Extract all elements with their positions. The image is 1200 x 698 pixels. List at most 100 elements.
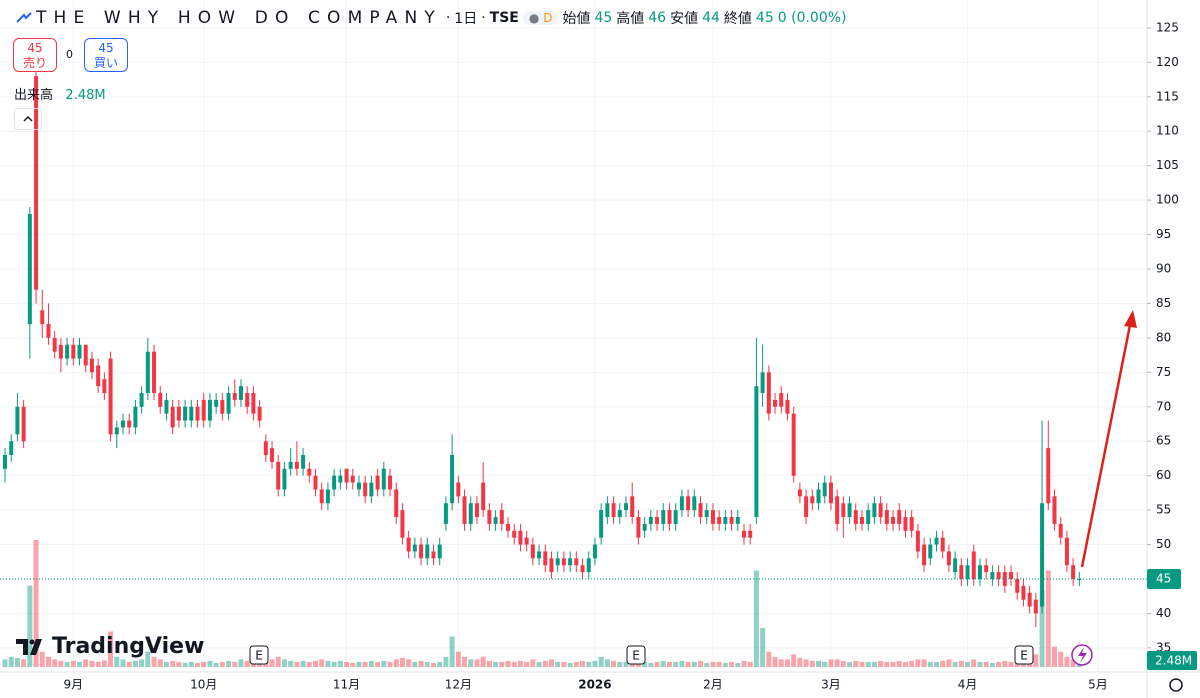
volume-bar <box>710 661 716 667</box>
candle-body <box>406 537 411 552</box>
candle-body <box>431 551 436 559</box>
volume-bar <box>940 660 946 667</box>
candle-body <box>878 503 883 518</box>
volume-bar <box>965 661 971 667</box>
volume-bar <box>468 659 474 667</box>
delay-badge[interactable]: ● D <box>522 11 559 25</box>
buy-button[interactable]: 45 買い <box>84 38 128 72</box>
volume-bar <box>319 659 325 667</box>
candle-body <box>338 475 343 483</box>
candle-body <box>201 399 206 421</box>
volume-bar <box>474 659 480 667</box>
volume-bar <box>666 661 672 667</box>
volume-bar <box>890 661 896 667</box>
volume-bar <box>803 659 809 667</box>
earnings-marker[interactable] <box>249 645 269 665</box>
candle-body <box>686 496 691 511</box>
candle-body <box>847 503 852 518</box>
badge-text: D <box>543 11 553 25</box>
earnings-label: E <box>632 649 640 663</box>
candle-body <box>561 558 566 566</box>
candle-body <box>841 503 846 518</box>
y-tick-label: 90 <box>1156 262 1171 276</box>
volume-bar <box>958 660 964 667</box>
candle-body <box>232 393 237 400</box>
candle-body <box>735 517 740 524</box>
volume-bar <box>530 659 536 667</box>
settings-icon <box>1169 678 1183 692</box>
candle-body <box>21 406 26 442</box>
candle-body <box>325 489 330 504</box>
arrow-head <box>1124 310 1137 328</box>
candle-body <box>170 406 175 428</box>
volume-box <box>1147 651 1197 670</box>
volume-bar <box>760 627 766 667</box>
volume-bar <box>679 660 685 667</box>
candle-body <box>785 399 790 414</box>
volume-bar <box>673 661 679 667</box>
volume-bar <box>350 662 356 667</box>
volume-bar <box>747 661 753 667</box>
candle-body <box>176 406 181 421</box>
candle-body <box>108 358 113 435</box>
x-tick-label: 3月 <box>821 678 841 692</box>
candle-body <box>15 406 20 435</box>
symbol-header: THE WHY HOW DO COMPANY · 1日 · TSE ● D 始値… <box>16 8 847 28</box>
symbol-name[interactable]: THE WHY HOW DO COMPANY <box>36 8 442 28</box>
candle-body <box>903 517 908 531</box>
candle-body <box>512 530 517 538</box>
volume-bar <box>182 662 188 667</box>
earnings-marker[interactable] <box>1014 645 1034 665</box>
volume-bar <box>865 661 871 667</box>
candle-body <box>443 503 448 524</box>
volume-bar <box>288 660 294 667</box>
volume-bar <box>157 659 163 667</box>
volume-bar <box>313 660 318 667</box>
x-tick-label: 10月 <box>190 678 217 692</box>
open-value: 45 <box>594 10 613 26</box>
volume-bar <box>1002 660 1008 667</box>
candle-body <box>1064 537 1069 566</box>
volume-bar <box>617 661 623 667</box>
candle-body <box>518 530 523 545</box>
candle-body <box>791 413 796 476</box>
volume-bar <box>226 660 232 667</box>
volume-bar <box>592 660 598 667</box>
volume-bar <box>14 657 20 667</box>
volume-bar <box>269 659 275 667</box>
volume-bar <box>573 661 579 667</box>
volume-bar <box>331 661 337 667</box>
volume-bar <box>244 660 250 667</box>
volume-bar <box>902 661 908 667</box>
candle-body <box>853 510 858 524</box>
candle-body <box>257 406 262 421</box>
volume-bar <box>70 660 76 667</box>
y-tick-label: 110 <box>1156 124 1179 138</box>
volume-bar <box>797 657 803 667</box>
volume-bar <box>275 656 281 667</box>
candle-body <box>114 427 119 435</box>
candle-body <box>133 406 138 428</box>
volume-bar <box>766 651 772 667</box>
candle-body <box>1077 579 1082 581</box>
earnings-marker[interactable] <box>626 645 646 665</box>
volume-bar <box>952 661 958 667</box>
interval[interactable]: 1日 <box>454 11 478 27</box>
candle-body <box>729 517 734 524</box>
candle-body <box>946 551 951 566</box>
candle-body <box>797 489 802 497</box>
sep: · <box>445 10 451 26</box>
candle-body <box>251 393 256 414</box>
volume-bar <box>784 659 790 667</box>
volume-bar <box>207 660 213 667</box>
candle-body <box>1015 579 1020 593</box>
candle-body <box>741 530 746 538</box>
volume-bar <box>542 660 548 667</box>
sell-label: 売り <box>22 56 47 70</box>
y-tick-label: 80 <box>1156 330 1171 344</box>
sell-button[interactable]: 45 売り <box>13 38 57 72</box>
candle-body <box>953 558 958 573</box>
volume-bar <box>511 661 517 667</box>
collapse-button[interactable] <box>14 108 42 130</box>
